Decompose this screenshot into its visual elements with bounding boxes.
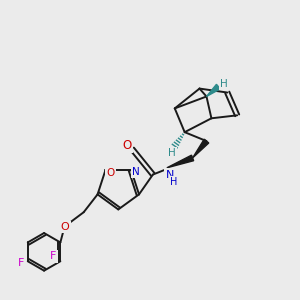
Text: N: N (132, 167, 140, 177)
Text: O: O (123, 139, 132, 152)
Text: O: O (106, 168, 115, 178)
Polygon shape (167, 155, 194, 168)
Text: H: H (170, 177, 178, 187)
Text: F: F (18, 258, 24, 268)
Text: H: H (168, 148, 176, 158)
Polygon shape (206, 84, 220, 97)
Text: O: O (61, 222, 69, 232)
Polygon shape (193, 139, 209, 158)
Text: F: F (50, 251, 57, 261)
Text: H: H (220, 79, 228, 88)
Text: N: N (166, 170, 174, 180)
